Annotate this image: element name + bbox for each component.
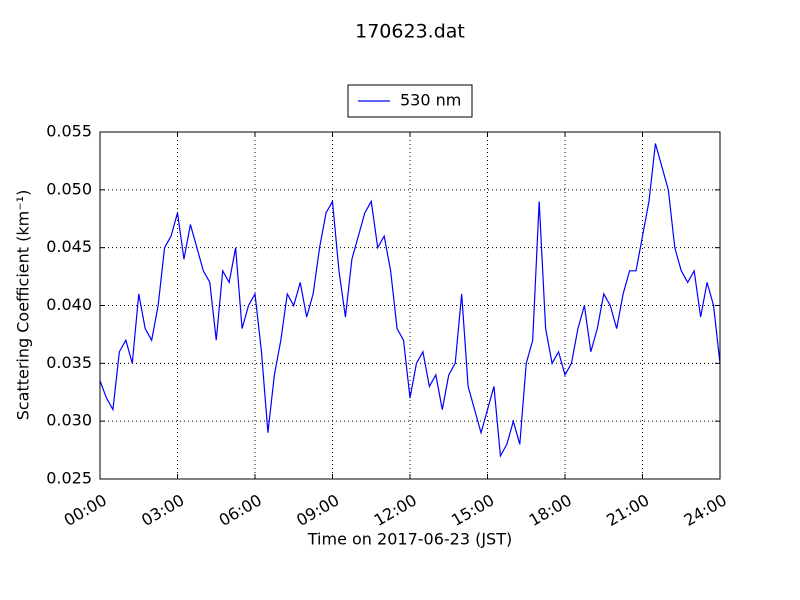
- data-line: [99, 143, 721, 458]
- y-tick-label: 0.055: [46, 122, 92, 141]
- y-tick-label: 0.030: [46, 411, 92, 430]
- y-tick-label: 0.035: [46, 353, 92, 372]
- y-tick-label: 0.050: [46, 179, 92, 198]
- y-tick-label: 0.040: [46, 295, 92, 314]
- y-tick-label: 0.025: [46, 469, 92, 488]
- y-tick-label: 0.045: [46, 237, 92, 256]
- chart-title: 170623.dat: [355, 21, 465, 43]
- plot-frame: [99, 131, 721, 480]
- legend-label: 530 nm: [400, 91, 461, 110]
- x-axis-label: Time on 2017-06-23 (JST): [307, 530, 512, 549]
- y-axis-label: Scattering Coefficient (km⁻¹): [14, 190, 33, 421]
